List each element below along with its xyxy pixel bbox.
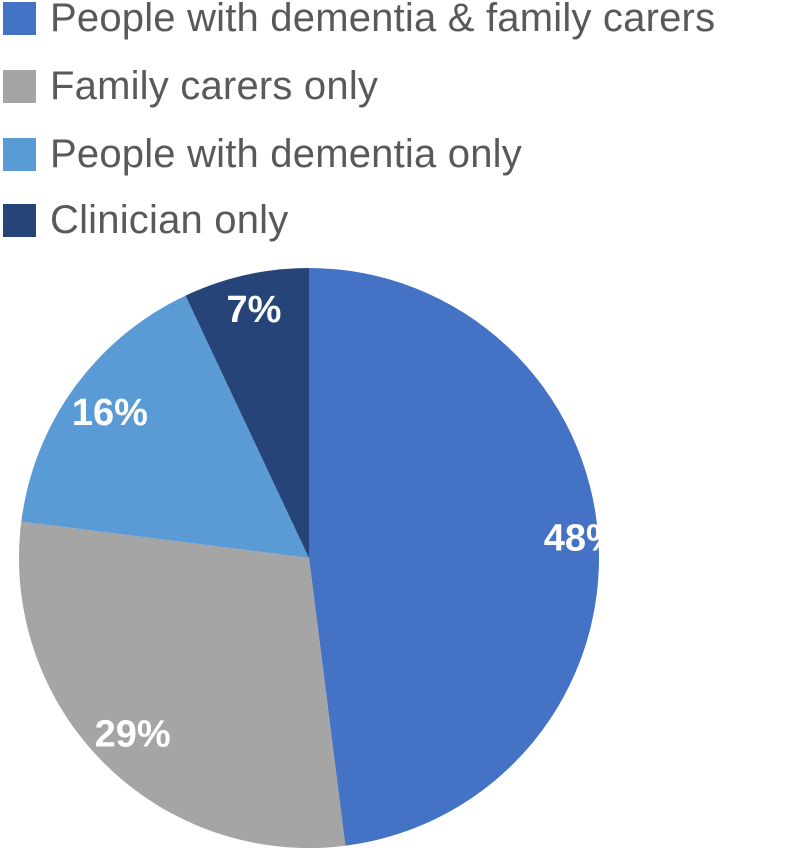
slice-data-label: 7% [227,289,282,331]
legend-label: People with dementia only [50,131,522,176]
legend-swatch [3,203,36,237]
pie-slice [21,295,309,558]
legend-label: People with dementia & family carers [50,0,716,40]
slice-data-label: 48% [544,517,620,559]
legend-item: People with dementia only [0,124,522,184]
slice-data-label: 29% [95,713,171,755]
legend-swatch [3,137,36,171]
legend-item: Family carers only [0,56,378,116]
legend-item: People with dementia & family carers [0,0,715,48]
slice-data-label: 16% [72,392,148,434]
pie-slice [18,521,346,848]
legend-swatch [3,69,36,103]
legend-label: Family carers only [50,63,379,108]
legend-item: Clinician only [0,190,288,250]
pie-slice [309,268,600,846]
legend-swatch [3,1,36,35]
legend-label: Clinician only [50,197,289,242]
pie-slice [185,268,309,558]
